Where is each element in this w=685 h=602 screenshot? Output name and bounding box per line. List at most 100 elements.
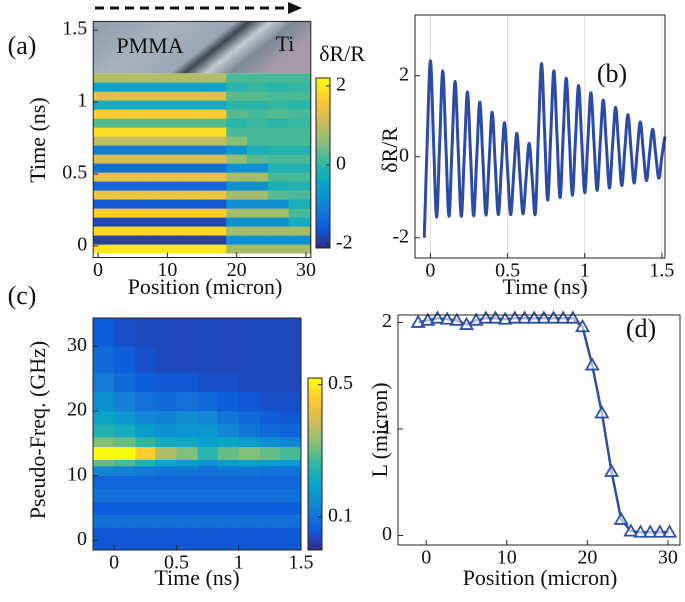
colorbar-strip (316, 84, 330, 87)
colorbar-strip (308, 519, 322, 523)
colorbar-strip (316, 188, 330, 192)
heat-cell (179, 172, 202, 182)
colorbar-strip (308, 378, 322, 381)
heat-cell (93, 459, 115, 467)
panel-label: (d) (626, 314, 656, 343)
axes-frame (414, 14, 666, 259)
heat-cell (93, 318, 115, 347)
heat-cell (179, 118, 202, 128)
heat-cell (93, 372, 115, 393)
heat-cell (176, 411, 199, 425)
heat-cell (93, 488, 115, 502)
colorbar-strip (308, 459, 322, 463)
heat-cell (93, 436, 115, 448)
heat-cell (226, 235, 248, 245)
heat-cell (226, 145, 248, 155)
colorbar-strip (308, 453, 322, 456)
heat-cell (93, 118, 116, 128)
heat-cell (136, 163, 159, 173)
colorbar-strip (316, 239, 330, 243)
panel-label: (b) (597, 59, 627, 88)
heat-cell (93, 91, 116, 101)
colorbar-strip (316, 165, 330, 168)
colorbar-strip (308, 382, 322, 385)
colorbar-strip (316, 126, 330, 130)
heat-cell (200, 91, 227, 101)
heat-cell (197, 372, 218, 393)
colorbar-strip (308, 507, 322, 510)
heat-cell (114, 82, 137, 92)
colorbar-strip (316, 131, 330, 134)
y-tick-label: 2 (382, 310, 392, 332)
heat-cell (226, 100, 248, 110)
heat-cell (155, 411, 177, 425)
heat-cell (288, 172, 312, 182)
colorbar-strip (308, 464, 322, 467)
colorbar-strip (308, 380, 322, 383)
marker (652, 524, 668, 538)
colorbar-strip (308, 408, 322, 411)
colorbar-strip (308, 470, 322, 474)
marker (613, 511, 629, 525)
marker (536, 310, 552, 324)
heat-cell (259, 514, 281, 528)
y-axis-label: L (micron) (367, 382, 392, 477)
heat-cell (155, 514, 177, 528)
heat-cell (93, 527, 115, 551)
heat-cell (114, 527, 136, 551)
heat-cell (176, 391, 199, 412)
x-tick-label: 1 (234, 552, 244, 574)
heat-cell (93, 172, 116, 182)
marker (429, 310, 446, 324)
heat-cell (200, 154, 227, 164)
heat-cell (197, 436, 218, 448)
heat-cell (93, 145, 116, 155)
heat-cell (197, 459, 218, 467)
heat-cell (217, 465, 240, 477)
heat-cell (176, 465, 199, 477)
heat-cell (136, 244, 159, 254)
heat-cell (157, 235, 180, 245)
heat-cell (114, 100, 137, 110)
x-tick-label: 30 (296, 259, 316, 281)
heat-cell (279, 411, 302, 425)
marker (555, 310, 571, 324)
heat-cell (279, 346, 302, 373)
heat-cell (247, 190, 269, 200)
colorbar-strip (316, 112, 330, 115)
colorbar-strip (308, 386, 322, 390)
heat-cell (217, 318, 240, 347)
y-tick-label: 0.5 (62, 162, 87, 184)
heat-cell (259, 446, 281, 460)
heat-cell (259, 475, 281, 490)
colorbar-strip (308, 427, 322, 431)
heat-cell (267, 82, 290, 92)
heat-cell (197, 446, 218, 460)
heat-cell (136, 91, 159, 101)
colorbar-strip (316, 184, 330, 187)
colorbar-strip (316, 167, 330, 170)
heat-cell (114, 488, 136, 502)
heat-cell (226, 82, 248, 92)
heat-cell (114, 459, 136, 467)
heat-cell (179, 127, 202, 137)
annotation: Ti (276, 31, 295, 56)
panel-label: (c) (8, 281, 37, 310)
y-tick-label: 30 (67, 334, 87, 356)
heat-cell (157, 181, 180, 191)
heat-cell (114, 145, 137, 155)
heat-cell (136, 127, 159, 137)
heat-cell (135, 372, 156, 393)
heat-cell (197, 514, 218, 528)
heat-cell (288, 145, 312, 155)
heat-cell (93, 73, 116, 83)
heat-cell (114, 411, 136, 425)
heat-cell (179, 199, 202, 209)
marker (623, 523, 639, 537)
heat-cell (288, 235, 312, 245)
y-tick-label: 20 (67, 399, 87, 421)
heat-cell (155, 465, 177, 477)
heat-cell (93, 154, 116, 164)
heat-cell (238, 346, 261, 373)
heat-cell (197, 411, 218, 425)
